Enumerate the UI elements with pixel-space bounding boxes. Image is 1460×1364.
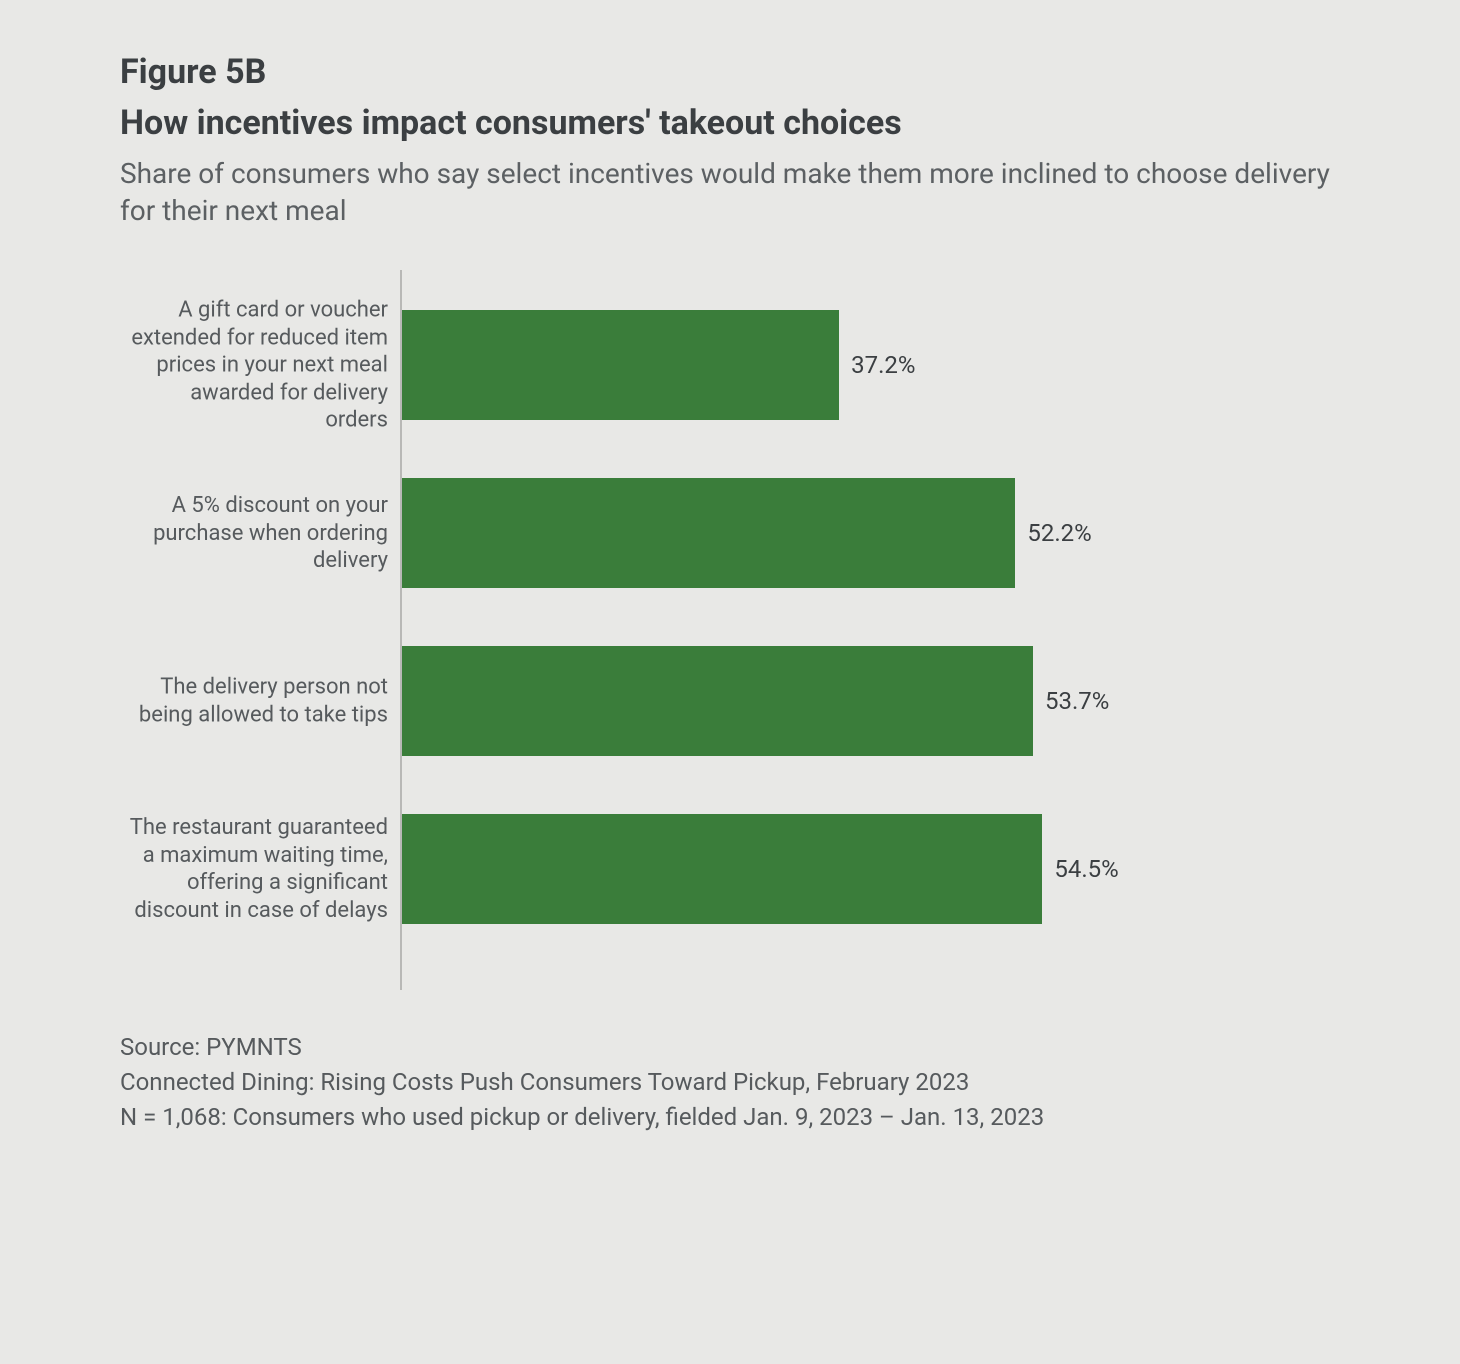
y-axis-labels: A gift card or voucher extended for redu… <box>120 270 400 990</box>
bar <box>402 310 839 420</box>
bar-value: 53.7% <box>1045 687 1109 715</box>
bar-label: A 5% discount on your purchase when orde… <box>123 492 388 575</box>
figure-container: Figure 5B How incentives impact consumer… <box>0 0 1460 1364</box>
bar-value: 37.2% <box>851 351 915 379</box>
bar <box>402 814 1042 924</box>
figure-title: How incentives impact consumers' takeout… <box>120 102 1340 145</box>
bar <box>402 646 1033 756</box>
bar-label: The restaurant guaranteed a maximum wait… <box>123 814 388 924</box>
bar <box>402 478 1015 588</box>
bar-label: The delivery person not being allowed to… <box>123 674 388 729</box>
figure-subtitle: Share of consumers who say select incent… <box>120 155 1340 231</box>
bar-chart: A gift card or voucher extended for redu… <box>120 270 1340 990</box>
plot-area: 37.2% 52.2% 53.7% 54.5% <box>400 270 1340 990</box>
bar-value: 52.2% <box>1027 519 1091 547</box>
figure-label: Figure 5B <box>120 52 1340 92</box>
source-line: N = 1,068: Consumers who used pickup or … <box>120 1100 1340 1135</box>
bar-label: A gift card or voucher extended for redu… <box>123 296 388 434</box>
source-line: Connected Dining: Rising Costs Push Cons… <box>120 1065 1340 1100</box>
source-line: Source: PYMNTS <box>120 1030 1340 1065</box>
source-block: Source: PYMNTS Connected Dining: Rising … <box>120 1030 1340 1134</box>
bar-value: 54.5% <box>1054 855 1118 883</box>
